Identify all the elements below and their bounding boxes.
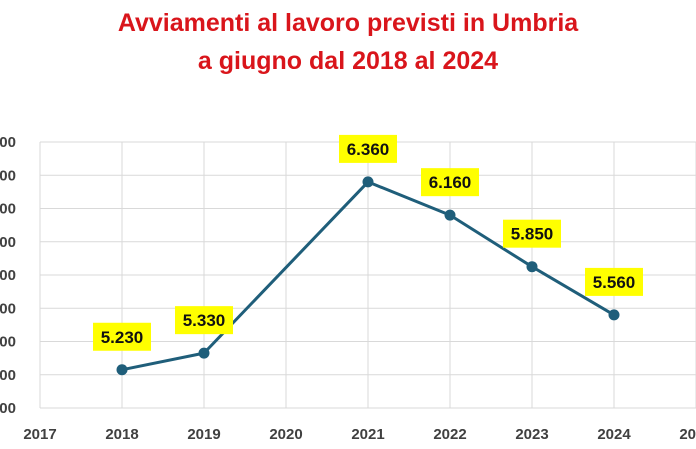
y-tick-label: 5.800	[0, 267, 16, 284]
x-tick-label: 2023	[515, 426, 548, 443]
data-label: 5.560	[593, 273, 636, 292]
data-label-box	[421, 168, 479, 197]
y-tick-label: 5.600	[0, 300, 16, 317]
y-tick-label: 6.000	[0, 234, 16, 251]
y-tick-label: 5.200	[0, 367, 16, 384]
y-tick-label: 5.400	[0, 334, 16, 351]
x-tick-label: 2018	[105, 426, 138, 443]
data-label-box	[585, 267, 643, 296]
y-tick-label: 6.600	[0, 134, 16, 151]
series-line	[121, 180, 615, 372]
data-labels: 5.230 5.330 6.360 6.160 5.850 5.560	[93, 134, 643, 351]
x-tick-label: 2020	[269, 426, 302, 443]
data-label: 6.160	[429, 173, 472, 192]
data-label: 5.230	[101, 328, 144, 347]
data-series	[116, 176, 620, 376]
x-tick-label: 2021	[351, 426, 384, 443]
x-tick-label: 2019	[187, 426, 220, 443]
x-tick-label: 2024	[597, 426, 631, 443]
data-point	[116, 364, 128, 376]
x-tick-label: 2025	[679, 426, 696, 443]
data-label: 5.330	[183, 311, 226, 330]
gridlines	[39, 141, 696, 409]
data-point	[362, 176, 374, 188]
data-label: 6.360	[347, 140, 390, 159]
chart-subtitle: a giugno dal 2018 al 2024	[197, 47, 499, 75]
data-point	[444, 209, 456, 221]
y-axis-ticks: 5.000 5.200 5.400 5.600 5.800 6.000 6.200 6.400…	[0, 134, 16, 417]
x-axis-ticks: 2017 2018 2019 2020 2021 2022 2023 2024 2025	[23, 426, 696, 443]
chart-title: Avviamenti al lavoro previsti in Umbria	[117, 9, 579, 37]
data-label-box	[93, 322, 151, 351]
data-label-box	[175, 306, 233, 335]
data-point	[526, 261, 538, 273]
data-point	[198, 347, 210, 359]
data-label-box	[503, 219, 561, 248]
y-tick-label: 6.400	[0, 167, 16, 184]
y-tick-label: 5.000	[0, 400, 16, 417]
data-label-box	[339, 134, 397, 163]
y-tick-label: 6.200	[0, 201, 16, 218]
data-point	[608, 309, 620, 321]
x-tick-label: 2022	[433, 426, 466, 443]
x-tick-label: 2017	[23, 426, 56, 443]
data-label: 5.850	[511, 225, 554, 244]
